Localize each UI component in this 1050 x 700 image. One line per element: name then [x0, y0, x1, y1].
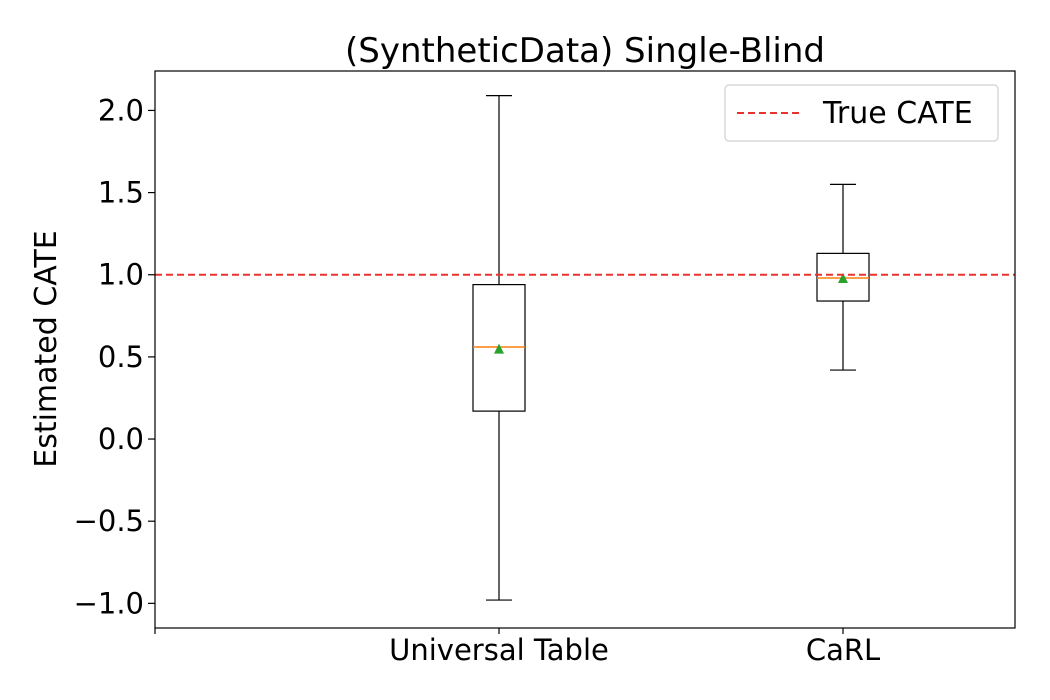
box-universal-table — [472, 283, 526, 412]
plot-frame — [154, 70, 1016, 629]
chart-title: (SyntheticData) Single-Blind — [345, 31, 825, 71]
y-tick-label: 0.5 — [98, 340, 144, 374]
y-tick-label: 1.5 — [98, 176, 144, 210]
legend: True CATE — [724, 84, 999, 142]
mean-marker-universal-table — [494, 343, 504, 354]
y-tick-label: −0.5 — [74, 504, 144, 538]
y-tick-label: 0.0 — [98, 422, 144, 456]
y-tick-label: −1.0 — [74, 586, 144, 620]
x-tick-label: Universal Table — [389, 633, 609, 667]
y-tick-label: 1.0 — [98, 258, 144, 292]
plot-area: 2.0 1.5 1.0 0.5 0.0 −0.5 −1.0 Universal Table Ca… — [74, 93, 1015, 667]
y-tick-label: 2.0 — [98, 93, 144, 127]
legend-box — [724, 84, 999, 142]
legend-label-true-cate: True CATE — [822, 96, 973, 131]
mean-marker-carl — [838, 273, 848, 284]
x-tick-label: CaRL — [806, 633, 880, 667]
y-axis-title: Estimated CATE — [29, 230, 64, 468]
box-carl — [816, 252, 870, 302]
